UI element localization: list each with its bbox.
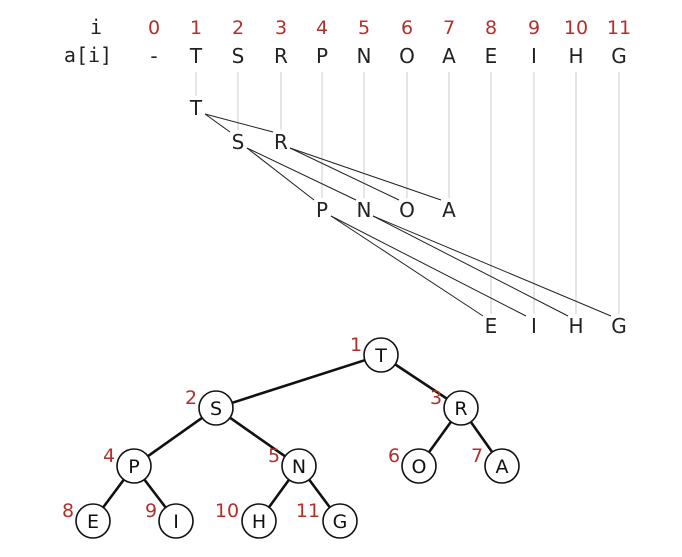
array-index-8: 8 xyxy=(485,17,497,39)
array-value-10: H xyxy=(568,44,583,68)
tree-node-key: A xyxy=(496,456,509,478)
level-4-key: H xyxy=(568,314,583,338)
tree-node-key: S xyxy=(210,398,222,420)
array-index-1: 1 xyxy=(190,17,202,39)
tree-edge xyxy=(267,478,291,509)
level-3-key: A xyxy=(442,198,456,222)
level-4-key: G xyxy=(611,314,627,338)
array-index-11: 11 xyxy=(607,17,631,39)
array-index-4: 4 xyxy=(316,17,328,39)
heap-link xyxy=(246,147,315,201)
array-index-3: 3 xyxy=(275,17,287,39)
tree-edges xyxy=(102,358,494,509)
heap-link xyxy=(372,215,612,317)
tree-node-index: 4 xyxy=(103,445,115,467)
array-index-9: 9 xyxy=(528,17,540,39)
level-3-key: N xyxy=(357,198,372,222)
level-2-key: S xyxy=(232,130,245,154)
tree-node-circle xyxy=(484,448,520,484)
level-3-key: P xyxy=(316,198,328,222)
array-value-3: R xyxy=(274,44,288,68)
tree-node-index: 9 xyxy=(145,500,157,522)
tree-node-key: I xyxy=(173,511,179,533)
heap-link xyxy=(330,215,527,317)
tree-node-index: 5 xyxy=(268,445,280,467)
tree-edge xyxy=(308,478,331,509)
tree-node-circle xyxy=(241,503,277,539)
index-row-label: i xyxy=(90,15,102,39)
tree-node-circle xyxy=(198,390,234,426)
tree-node-index: 1 xyxy=(350,334,362,356)
array-value-9: I xyxy=(531,44,537,68)
tree-node-circle xyxy=(75,503,111,539)
tree-node-circle xyxy=(443,390,479,426)
tree-node-circle xyxy=(158,503,194,539)
heap-link xyxy=(372,215,569,317)
array-value-0: - xyxy=(150,44,157,68)
tree-node-key: H xyxy=(252,511,266,533)
heap-link xyxy=(289,147,400,201)
heap-link xyxy=(204,113,231,133)
tree-node-index: 10 xyxy=(215,500,239,522)
array-value-6: O xyxy=(399,44,415,68)
array-value-7: A xyxy=(442,44,456,68)
tree-edge xyxy=(147,416,203,458)
tree-node-circle xyxy=(281,448,317,484)
array-value-5: N xyxy=(357,44,372,68)
tree-node-key: G xyxy=(333,511,348,533)
tree-nodes: T1 S2 R3 P4 N5 O6 A7 E8 I9 H 10 G 11 xyxy=(62,334,520,539)
tree-node-key: R xyxy=(454,398,467,420)
tree-node-circle xyxy=(401,448,437,484)
tree-edge xyxy=(469,421,494,453)
heap-link xyxy=(289,147,442,201)
tree-edge xyxy=(231,358,366,405)
heap-link xyxy=(246,147,357,201)
level-4-key: E xyxy=(485,314,498,338)
array-value-4: P xyxy=(316,44,328,68)
array-index-2: 2 xyxy=(232,17,244,39)
tree-node-circle xyxy=(363,337,399,373)
tree-node-index: 6 xyxy=(388,445,400,467)
tree-edge xyxy=(143,478,167,509)
heap-link xyxy=(204,113,274,133)
array-index-0: 0 xyxy=(148,17,160,39)
tree-node-key: O xyxy=(412,456,427,478)
tree-edge xyxy=(102,478,125,509)
level-4-key: I xyxy=(531,314,537,338)
tree-edge xyxy=(229,416,286,458)
tree-edge xyxy=(427,421,453,453)
tree-node-index: 8 xyxy=(62,500,74,522)
tree-node-index: 7 xyxy=(471,445,483,467)
tree-node-key: T xyxy=(374,345,387,367)
tree-node-key: N xyxy=(292,456,306,478)
heap-links xyxy=(204,113,612,317)
array-cells: 0 1 2 3 4 5 6 7 8 9 10 11 - T S R P N O A E I H G xyxy=(148,17,631,68)
tree-edge xyxy=(394,363,448,400)
level-2-key: R xyxy=(274,130,288,154)
array-value-1: T xyxy=(189,44,203,68)
tree-node-index: 2 xyxy=(185,387,197,409)
level-1-key: T xyxy=(189,96,203,120)
tree-node-index: 3 xyxy=(430,387,442,409)
tree-node-circle xyxy=(116,448,152,484)
level-rows: T S R P N O A E I H G xyxy=(189,96,627,338)
array-index-6: 6 xyxy=(401,17,413,39)
level-3-key: O xyxy=(399,198,415,222)
array-value-2: S xyxy=(232,44,245,68)
array-index-5: 5 xyxy=(358,17,370,39)
tree-node-key: E xyxy=(87,511,99,533)
tree-node-circle xyxy=(322,503,358,539)
heap-link xyxy=(330,215,484,317)
column-guides xyxy=(195,72,620,314)
tree-node-index: 11 xyxy=(296,500,320,522)
array-index-7: 7 xyxy=(443,17,455,39)
array-index-10: 10 xyxy=(564,17,588,39)
tree-node-key: P xyxy=(128,456,139,478)
array-value-11: G xyxy=(611,44,627,68)
array-value-8: E xyxy=(485,44,498,68)
value-row-label: a[i] xyxy=(64,43,112,67)
